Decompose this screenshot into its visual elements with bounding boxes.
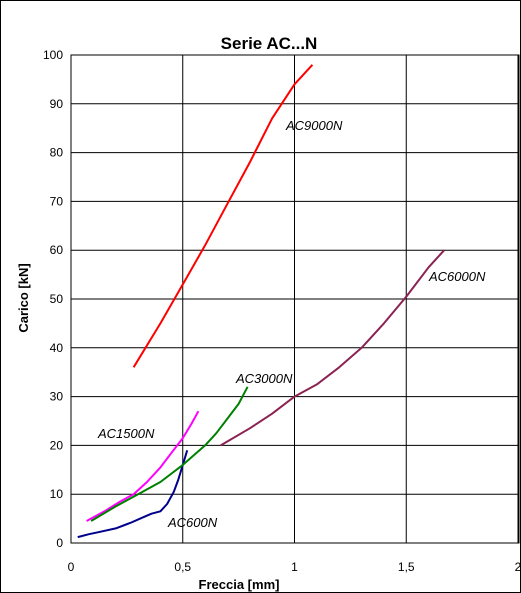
plot-area xyxy=(70,54,520,544)
x-tick-labels: 0 0,5 1 1,5 2 xyxy=(68,560,521,574)
series-labels: AC600N AC1500N AC3000N AC6000N AC9000N xyxy=(97,118,486,530)
series-label-ac1500n: AC1500N xyxy=(97,426,155,441)
chart-title: Serie AC...N xyxy=(221,34,318,53)
y-tick-label: 70 xyxy=(50,194,64,208)
y-tick-label: 100 xyxy=(43,48,63,62)
y-tick-label: 20 xyxy=(50,438,64,452)
y-tick-label: 30 xyxy=(50,390,64,404)
series-line-ac6000n xyxy=(220,249,445,447)
series-label-ac3000n: AC3000N xyxy=(235,371,293,386)
x-tick-label: 1,5 xyxy=(398,560,415,574)
x-axis-title: Freccia [mm] xyxy=(199,577,280,592)
x-tick-label: 1 xyxy=(291,560,298,574)
series-line-ac600n xyxy=(77,450,189,539)
x-tick-label: 0,5 xyxy=(174,560,191,574)
y-tick-labels: 0 10 20 30 40 50 60 70 80 90 100 xyxy=(43,48,63,550)
x-tick-label: 2 xyxy=(515,560,521,574)
series-line-ac9000n xyxy=(132,64,314,368)
series-line-ac3000n xyxy=(90,386,249,522)
series-label-ac600n: AC600N xyxy=(167,515,218,530)
series-label-ac9000n: AC9000N xyxy=(285,118,343,133)
y-tick-label: 50 xyxy=(50,292,64,306)
series-lines xyxy=(77,64,445,539)
y-axis-title: Carico [kN] xyxy=(16,263,31,332)
series-label-ac6000n: AC6000N xyxy=(428,269,486,284)
series-line-ac1500n xyxy=(86,410,200,522)
y-tick-label: 80 xyxy=(50,146,64,160)
y-tick-label: 90 xyxy=(50,97,64,111)
y-tick-label: 40 xyxy=(50,341,64,355)
y-tick-label: 60 xyxy=(50,243,64,257)
x-tick-label: 0 xyxy=(68,560,75,574)
y-tick-label: 0 xyxy=(56,536,63,550)
y-tick-label: 10 xyxy=(50,487,64,501)
